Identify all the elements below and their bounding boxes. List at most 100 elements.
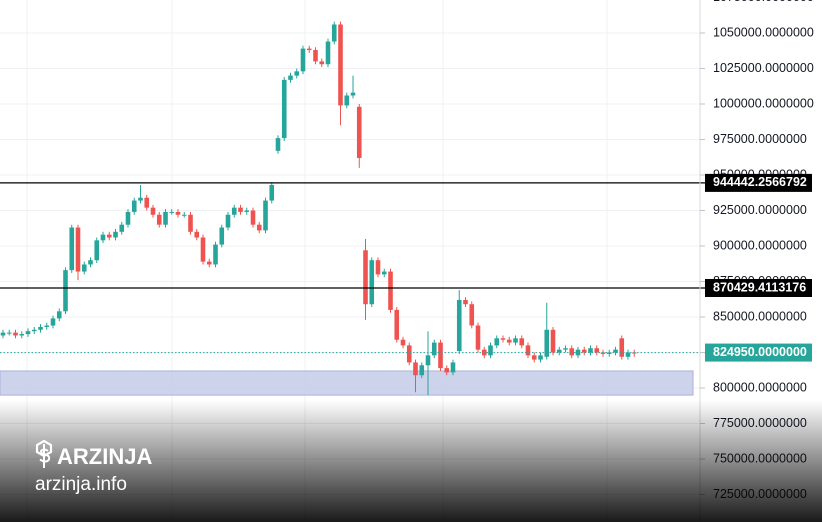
candle-body — [456, 299, 462, 352]
candle-body — [425, 355, 431, 366]
watermark-shade — [0, 400, 822, 522]
brand-name: ARZINJA — [57, 444, 152, 469]
candle-body — [338, 24, 343, 106]
candle-body — [369, 260, 375, 305]
candle-body — [488, 345, 493, 356]
candle-body — [188, 214, 193, 232]
candle-body — [100, 234, 106, 241]
candle-body — [281, 79, 287, 139]
candle-body — [206, 261, 212, 265]
level-label: 944442.2566792 — [713, 175, 807, 189]
candle-body — [388, 271, 393, 310]
candle-body — [625, 352, 631, 357]
level-label-box — [705, 173, 812, 192]
candle-body — [63, 270, 68, 312]
candle-body — [469, 304, 475, 326]
y-tick-label: 1075000.0000000 — [713, 0, 814, 4]
candle-body — [269, 184, 275, 201]
candle-body — [144, 197, 150, 208]
candle-body — [563, 348, 568, 350]
candle-body — [463, 299, 468, 305]
candle-body — [300, 48, 306, 72]
candle-body — [200, 237, 206, 262]
candle-body — [288, 75, 293, 80]
candle-body — [506, 339, 512, 343]
candle-body — [600, 352, 606, 354]
candle-body — [619, 338, 625, 357]
candle-body — [131, 200, 137, 212]
candle-body — [275, 138, 281, 151]
candle-body — [556, 349, 562, 353]
candle-body — [319, 61, 325, 65]
y-tick-label: 1000000.0000000 — [713, 96, 814, 110]
y-tick-label: 1025000.0000000 — [713, 61, 814, 75]
candle-body — [81, 264, 87, 272]
last-price-box — [705, 343, 812, 362]
candle-body — [306, 48, 312, 51]
candle-body — [56, 311, 62, 319]
candle-body — [363, 250, 368, 305]
level-label: 870429.4113176 — [713, 280, 806, 294]
candle-body — [163, 211, 168, 225]
candle-body — [175, 211, 181, 215]
candle-body — [394, 309, 400, 340]
candle-body — [450, 362, 456, 373]
candle-body — [519, 338, 525, 346]
candle-body — [6, 332, 12, 334]
candle-body — [475, 325, 481, 350]
candle-body — [513, 338, 518, 343]
candle-body — [31, 329, 37, 332]
candle-body — [581, 349, 587, 353]
candle-body — [550, 329, 556, 353]
candle-body — [94, 240, 100, 261]
candle-body — [494, 338, 500, 346]
candle-body — [13, 332, 18, 336]
y-tick-label: 850000.0000000 — [713, 309, 807, 323]
candle-body — [413, 362, 418, 376]
candle-body — [606, 352, 612, 354]
candle-body — [119, 224, 125, 232]
candle-body — [238, 207, 243, 212]
last-price-label: 824950.0000000 — [713, 345, 807, 359]
candle-body — [169, 211, 175, 213]
candle-body — [0, 332, 6, 336]
candle-body — [256, 224, 262, 231]
candle-body — [588, 348, 593, 353]
candle-body — [525, 345, 531, 356]
candle-body — [244, 210, 250, 212]
candle-body — [75, 227, 81, 272]
candle-body — [194, 231, 200, 238]
candle-body — [44, 325, 50, 327]
candle-body — [150, 207, 156, 215]
candle-body — [50, 318, 56, 326]
brand-site: arzinja.info — [35, 474, 127, 495]
candle-body — [406, 345, 412, 363]
logo: ARZINJA arzinja.info — [35, 439, 152, 495]
candle-body — [294, 71, 300, 76]
candle-body — [25, 331, 31, 335]
candle-body — [544, 329, 550, 357]
candle-body — [263, 200, 268, 231]
candle-body — [431, 342, 437, 356]
candle-body — [444, 368, 450, 373]
y-tick-label: 975000.0000000 — [713, 132, 807, 146]
candle-body — [344, 95, 350, 106]
y-tick-label: 800000.0000000 — [713, 380, 807, 394]
candle-body — [419, 365, 425, 376]
candle-body — [381, 271, 387, 275]
candle-body — [375, 260, 381, 275]
level-label-box — [705, 278, 812, 297]
candle-body — [113, 231, 118, 238]
candle-body — [225, 214, 231, 228]
candle-body — [138, 197, 143, 201]
candle-body — [219, 227, 225, 245]
candle-body — [106, 234, 112, 238]
candle-body — [38, 326, 43, 330]
y-tick-label: 925000.0000000 — [713, 203, 807, 217]
candle-body — [438, 342, 443, 369]
candle-body — [69, 227, 75, 271]
candle-body — [594, 348, 600, 353]
candle-body — [156, 214, 162, 225]
candle-body — [531, 355, 537, 360]
